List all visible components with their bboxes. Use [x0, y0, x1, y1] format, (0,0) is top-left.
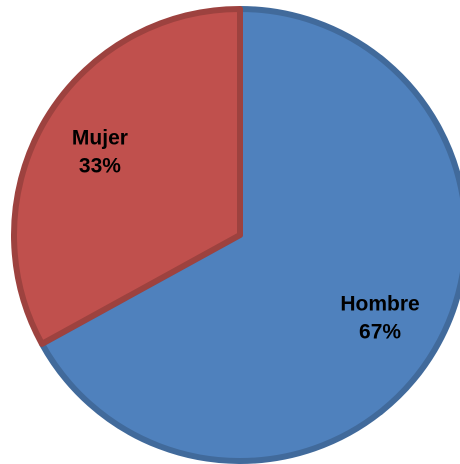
pie-slice — [38, 6, 460, 464]
slice-label: Hombre — [340, 292, 419, 315]
slice-value-label: 33% — [79, 155, 121, 178]
pie-slice — [11, 6, 243, 347]
slice-value-label: 67% — [359, 320, 401, 343]
slice-label: Mujer — [72, 127, 128, 150]
